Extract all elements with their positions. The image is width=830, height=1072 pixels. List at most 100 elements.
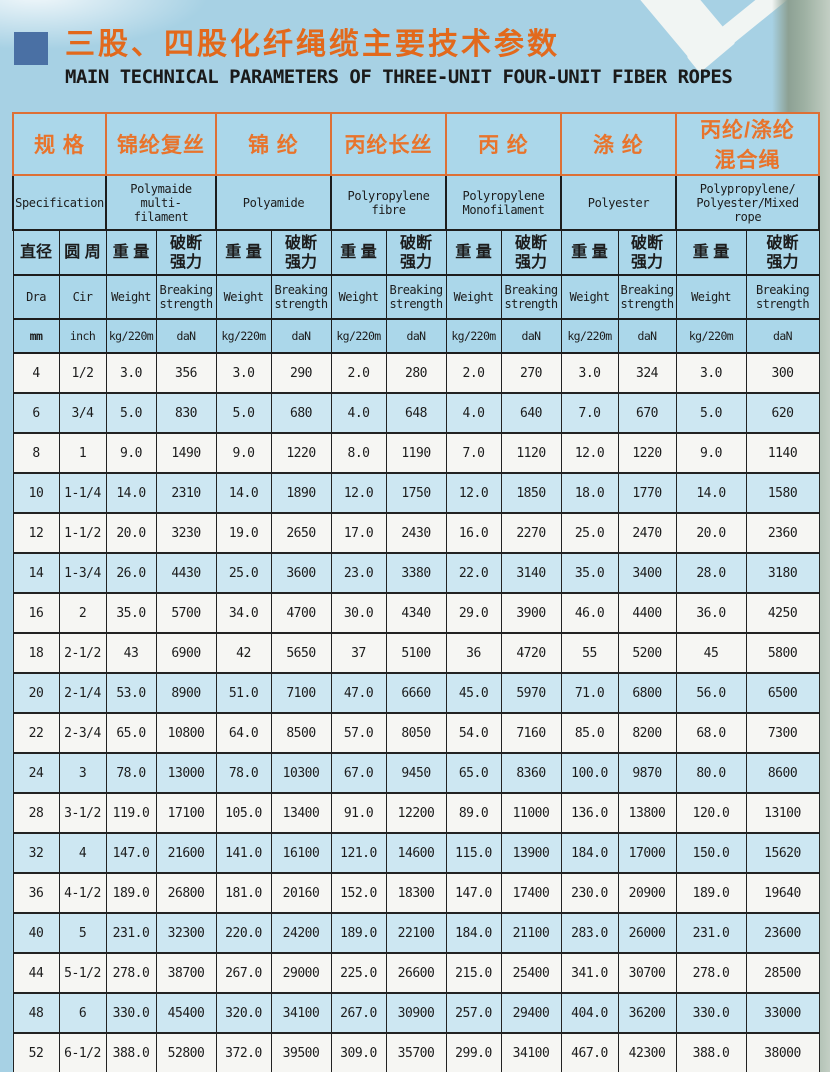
breaking-strength-cell: 42300 — [617, 1032, 677, 1072]
weight-cell: 53.0 — [105, 672, 157, 714]
weight-header: Weight — [105, 274, 157, 320]
breaking-strength-cell: 4400 — [617, 592, 677, 634]
breaking-strength-cell: 10300 — [270, 752, 332, 794]
weight-cell: 20.0 — [105, 512, 157, 554]
circumference-cell: 5 — [58, 912, 107, 954]
breaking-strength-cell: 2310 — [155, 472, 217, 514]
breaking-header: 破断 强力 — [155, 229, 217, 276]
breaking-strength-cell: 8600 — [745, 752, 820, 794]
weight-header: kg/220m — [105, 318, 157, 354]
weight-header: kg/220m — [445, 318, 502, 354]
weight-cell: 54.0 — [445, 712, 502, 754]
breaking-strength-cell: 10800 — [155, 712, 217, 754]
table-row: 14 1-3/4 26.0 4430 25.0 3600 23.0 3380 22.0 3140 3… — [12, 552, 820, 594]
dia-unit: mm — [12, 318, 60, 354]
breaking-strength-cell: 16100 — [270, 832, 332, 874]
breaking-strength-cell: 2360 — [745, 512, 820, 554]
weight-cell: 467.0 — [560, 1032, 619, 1072]
weight-cell: 78.0 — [215, 752, 272, 794]
diameter-cell: 24 — [12, 752, 60, 794]
weight-cell: 330.0 — [105, 992, 157, 1034]
weight-cell: 141.0 — [215, 832, 272, 874]
breaking-strength-cell: 680 — [270, 392, 332, 434]
breaking-strength-cell: 640 — [500, 392, 562, 434]
breaking-header: Breaking strength — [385, 274, 447, 320]
breaking-strength-cell: 7300 — [745, 712, 820, 754]
page-title-zh: 三股、四股化纤绳缆主要技术参数 — [65, 28, 560, 61]
breaking-strength-cell: 6900 — [155, 632, 217, 674]
table-row: 32 4 147.0 21600 141.0 16100 121.0 14600 115.0 13… — [12, 832, 820, 874]
weight-cell: 55 — [560, 632, 619, 674]
diameter-cell: 32 — [12, 832, 60, 874]
weight-cell: 28.0 — [675, 552, 747, 594]
weight-header: Weight — [215, 274, 272, 320]
weight-cell: 29.0 — [445, 592, 502, 634]
circumference-cell: 2-3/4 — [58, 712, 107, 754]
table-row: 28 3-1/2 119.0 17100 105.0 13400 91.0 12200 89.0… — [12, 792, 820, 834]
circumference-cell: 1-3/4 — [58, 552, 107, 594]
breaking-strength-cell: 324 — [617, 352, 677, 394]
breaking-strength-cell: 13900 — [500, 832, 562, 874]
breaking-header: daN — [270, 318, 332, 354]
material-header-zh: 涤 纶 — [560, 112, 677, 176]
breaking-strength-cell: 8900 — [155, 672, 217, 714]
material-header-zh: 丙 纶 — [445, 112, 562, 176]
subheader-row-unit: mm inch kg/220m daN kg/220m daN kg/220m daN kg… — [12, 318, 820, 354]
weight-header: 重 量 — [445, 229, 502, 276]
breaking-header: 破断 强力 — [745, 229, 820, 276]
weight-cell: 45 — [675, 632, 747, 674]
material-header-en: Polymaide multi- filament — [105, 174, 217, 231]
circumference-cell: 6 — [58, 992, 107, 1034]
weight-cell: 181.0 — [215, 872, 272, 914]
breaking-header: Breaking strength — [155, 274, 217, 320]
breaking-strength-cell: 2430 — [385, 512, 447, 554]
weight-cell: 267.0 — [330, 992, 387, 1034]
weight-cell: 51.0 — [215, 672, 272, 714]
breaking-strength-cell: 28500 — [745, 952, 820, 994]
breaking-header: Breaking strength — [617, 274, 677, 320]
breaking-strength-cell: 6660 — [385, 672, 447, 714]
weight-cell: 152.0 — [330, 872, 387, 914]
breaking-strength-cell: 5970 — [500, 672, 562, 714]
weight-cell: 68.0 — [675, 712, 747, 754]
circumference-cell: 3-1/2 — [58, 792, 107, 834]
breaking-strength-cell: 12200 — [385, 792, 447, 834]
weight-cell: 225.0 — [330, 952, 387, 994]
cir-unit: inch — [58, 318, 107, 354]
table-body: 4 1/2 3.0 356 3.0 290 2.0 280 2.0 270 3.0 324 3.0 300… — [12, 352, 820, 1072]
material-header-en: Polypropylene/ Polyester/Mixed rope — [675, 174, 820, 231]
breaking-strength-cell: 3400 — [617, 552, 677, 594]
breaking-strength-cell: 5100 — [385, 632, 447, 674]
breaking-strength-cell: 2270 — [500, 512, 562, 554]
cir-header-zh: 圆 周 — [58, 229, 107, 276]
weight-cell: 89.0 — [445, 792, 502, 834]
breaking-strength-cell: 8050 — [385, 712, 447, 754]
weight-cell: 100.0 — [560, 752, 619, 794]
breaking-strength-cell: 9870 — [617, 752, 677, 794]
weight-cell: 47.0 — [330, 672, 387, 714]
breaking-strength-cell: 7160 — [500, 712, 562, 754]
breaking-strength-cell: 21100 — [500, 912, 562, 954]
weight-cell: 5.0 — [215, 392, 272, 434]
breaking-strength-cell: 29400 — [500, 992, 562, 1034]
weight-cell: 5.0 — [105, 392, 157, 434]
weight-cell: 7.0 — [445, 432, 502, 474]
dia-header-en: Dra — [12, 274, 60, 320]
weight-cell: 267.0 — [215, 952, 272, 994]
weight-cell: 3.0 — [215, 352, 272, 394]
weight-cell: 45.0 — [445, 672, 502, 714]
breaking-strength-cell: 9450 — [385, 752, 447, 794]
breaking-strength-cell: 3900 — [500, 592, 562, 634]
breaking-strength-cell: 26000 — [617, 912, 677, 954]
weight-cell: 150.0 — [675, 832, 747, 874]
circumference-cell: 5-1/2 — [58, 952, 107, 994]
weight-cell: 330.0 — [675, 992, 747, 1034]
breaking-strength-cell: 38000 — [745, 1032, 820, 1072]
weight-cell: 147.0 — [445, 872, 502, 914]
table-row: 6 3/4 5.0 830 5.0 680 4.0 648 4.0 640 7.0 670 5.0 620 — [12, 392, 820, 434]
weight-cell: 230.0 — [560, 872, 619, 914]
weight-cell: 215.0 — [445, 952, 502, 994]
diameter-cell: 10 — [12, 472, 60, 514]
weight-cell: 30.0 — [330, 592, 387, 634]
table-row: 20 2-1/4 53.0 8900 51.0 7100 47.0 6660 45.0 5970 7… — [12, 672, 820, 714]
